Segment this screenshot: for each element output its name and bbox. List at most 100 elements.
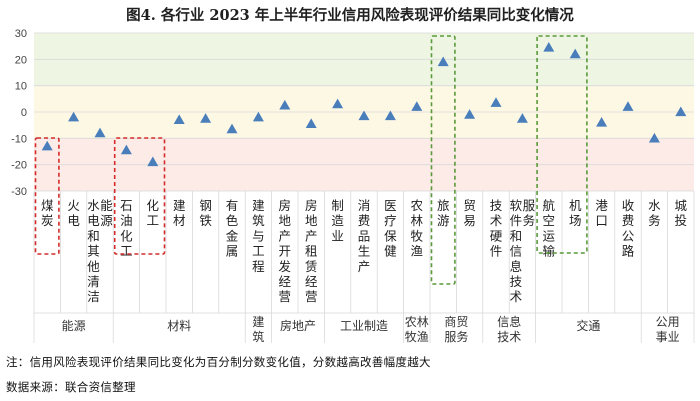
category-label-char: 火 [67,198,80,213]
category-label-char: 运 [543,228,556,243]
category-label-char: 水 [648,198,661,213]
category-label-char: 医 [384,198,397,213]
category-label-char: 发 [279,259,292,274]
data-point [437,56,449,67]
category-label-char: 件 [490,244,503,259]
y-tick-label: -30 [11,186,27,198]
highlight-box-red [34,137,60,255]
data-point [516,113,528,123]
category-label-char: 他 [87,259,100,274]
category-label-char: 机 [569,198,582,213]
category-label-char: 口 [595,213,608,228]
category-label-char: 色 [226,213,239,228]
category-label-char: 能 [100,198,113,213]
category-label-char: 费 [358,213,371,228]
category-label-char: 港 [595,198,608,213]
data-point [358,110,370,121]
data-point [279,99,291,110]
data-point [384,110,396,121]
category-label-char: 油 [120,213,133,228]
data-point [332,98,344,109]
category-label-char: 水 [87,198,100,213]
data-point [68,111,80,122]
category-label-char: 营 [279,289,292,304]
category-label-char: 业 [331,228,344,243]
category-label-char: 路 [622,244,635,259]
highlight-box-red [113,137,166,255]
category-label-char: 与 [252,228,265,243]
category-label-char: 术 [490,213,503,228]
category-label-char: 工 [120,244,133,259]
group-label: 能源 [62,319,86,333]
data-point [226,123,238,134]
category-label-char: 息 [510,259,523,274]
category-label-char: 造 [331,213,344,228]
category-label-char: 源 [100,213,113,228]
category-label-char: 程 [252,259,265,274]
category-label-char: 工 [147,213,160,228]
category-label-char: 健 [384,244,397,259]
category-label-char: 信 [510,244,523,259]
category-label-char: 贸 [463,198,476,213]
group-label: 农林 [405,315,429,329]
highlight-boxes [34,35,588,285]
category-label-char: 化 [120,228,133,243]
data-point [173,114,185,125]
category-label-char: 和 [87,228,100,243]
category-label-char: 航 [543,198,556,213]
category-label-char: 投 [675,213,688,228]
category-label-char: 空 [543,213,556,228]
group-label: 服务 [444,329,468,344]
group-label: 商贸 [444,314,468,329]
gridlines [34,32,694,192]
category-label-char: 场 [569,213,582,228]
category-label-char: 和 [510,228,523,243]
y-tick-label: 0 [21,107,27,119]
group-label: 事业 [656,330,680,344]
data-point [622,101,634,111]
data-point [94,127,106,138]
category-label-char: 洁 [87,289,100,304]
category-label-char: 筑 [252,213,265,228]
category-label-char: 煤 [41,198,54,213]
category-label-char: 品 [358,228,371,243]
category-label-char: 化 [147,198,160,213]
category-label-char: 产 [305,228,318,243]
data-point [464,109,476,119]
category-label-char: 输 [543,244,556,259]
category-label-char: 经 [279,274,292,289]
category-label-char: 易 [463,213,476,228]
category-label-char: 地 [305,213,318,228]
data-point [490,97,502,107]
y-tick-label: 30 [15,28,27,40]
category-label-char: 城 [675,198,688,213]
data-point [147,156,159,167]
data-point [648,132,660,143]
chart-title: 图4. 各行业 2023 年上半年行业信用风险表现评价结果同比变化情况 [126,7,574,24]
group-label: 工业制造 [340,319,388,333]
category-label-char: 渔 [411,244,424,259]
category-label-char: 牧 [411,228,424,243]
data-point [252,111,264,122]
category-label-char: 炭 [41,213,54,228]
category-label-char: 有 [226,198,239,213]
category-label-char: 技 [510,274,523,289]
category-label-char: 房 [279,198,292,213]
group-label: 材料 [167,319,191,333]
category-label-char: 旅 [437,198,450,213]
category-label-char: 公 [622,228,635,243]
category-label-char: 房 [305,198,318,213]
x-axis-labels: 煤炭火电水电和其他清洁能源石油化工化工建材钢铁有色金属建筑与工程房地产开发经营房… [33,191,695,314]
category-label-char: 制 [331,198,344,213]
category-label-char: 其 [87,244,100,259]
category-label-char: 赁 [305,259,318,274]
data-point [596,117,608,127]
category-label-char: 属 [226,244,239,259]
y-axis: 30 20 10 0 -10 -20 -30 [11,28,27,198]
group-label: 信息 [497,314,521,329]
category-label-char: 游 [437,213,450,228]
data-point [411,101,423,111]
category-label-char: 硬 [490,228,503,243]
